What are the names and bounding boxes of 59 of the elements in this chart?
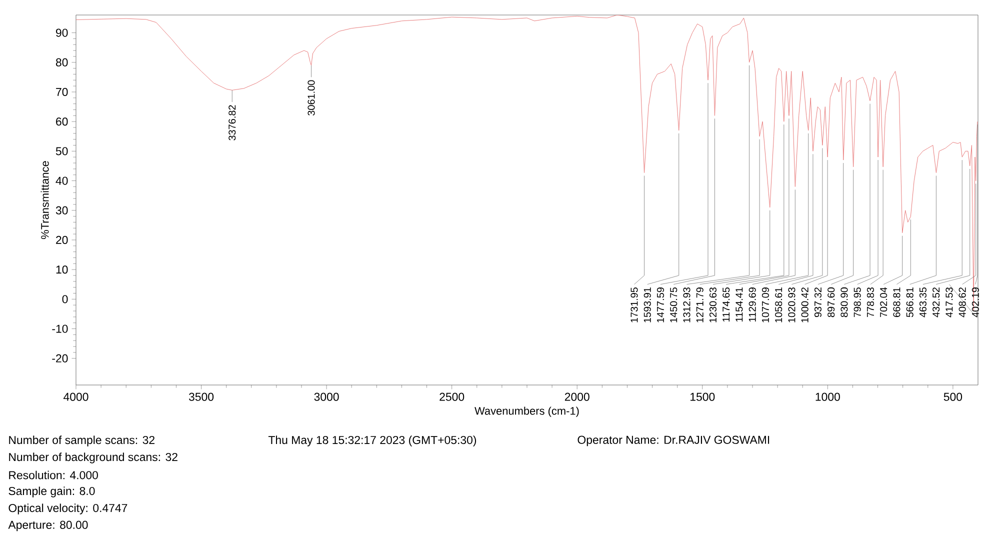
annotation: 3061.00 — [308, 80, 315, 116]
x-tick-label: 500 — [944, 392, 962, 401]
y-tick-label: 20 — [56, 236, 68, 244]
annotation: 1477.59 — [656, 288, 664, 322]
y-tick-label: 30 — [56, 206, 68, 214]
annotation: 798.95 — [854, 287, 861, 317]
y-tick-label: 50 — [56, 147, 68, 156]
annotation: 566.81 — [906, 288, 914, 318]
text: Aperture: 80.00 — [8, 520, 88, 532]
y-tick-label: -10 — [52, 324, 68, 333]
text: Number of sample scans: 32 — [9, 436, 154, 446]
annotation: 1174.65 — [722, 287, 730, 322]
x-tick-label: 2500 — [440, 392, 464, 401]
annotation: 1000.42 — [801, 288, 808, 322]
annotation: 1450.75 — [670, 287, 678, 322]
x-tick-label: 1500 — [690, 392, 715, 401]
x-tick-label: 3500 — [188, 392, 214, 401]
annotation: 1154.41 — [736, 288, 743, 322]
annotation: 1020.93 — [788, 287, 796, 322]
y-tick-label: 70 — [56, 88, 68, 96]
annotation: 1077.09 — [762, 288, 769, 322]
annotation: 402.19 — [972, 288, 979, 318]
y-tick-label: -20 — [52, 354, 68, 362]
annotation: 702.04 — [880, 287, 888, 317]
y-tick-label: 60 — [56, 118, 68, 126]
annotation: 463.35 — [919, 287, 926, 318]
y-tick-label: 10 — [56, 266, 68, 274]
annotation: 408.62 — [958, 288, 966, 318]
text: Resolution: 4.000 — [9, 470, 98, 480]
x-tick-label: 4000 — [64, 392, 88, 401]
x-tick-label: 3000 — [314, 392, 339, 401]
annotation: 417.53 — [946, 287, 953, 318]
y-tick-label: 90 — [56, 28, 68, 37]
x-tick-label: 1000 — [816, 392, 840, 401]
text: Optical velocity: 0.4747 — [8, 504, 128, 514]
y-tick-label: 40 — [56, 176, 68, 185]
annotation: 1271.79 — [696, 288, 704, 322]
annotation: 1312.93 — [683, 287, 690, 322]
annotation: 937.32 — [814, 288, 822, 318]
text: Sample gain: 8.0 — [8, 486, 95, 498]
annotation: 897.60 — [828, 287, 835, 318]
text: Thu May 18 15:32:17 2023 (GMT+05:30) — [268, 436, 476, 446]
text: Number of background scans: 32 — [9, 452, 178, 464]
x-tick-label: 2000 — [564, 392, 590, 401]
annotation: 1129.69 — [748, 288, 756, 322]
annotation: 432.52 — [932, 288, 940, 318]
annotation: 830.90 — [840, 287, 848, 318]
y-tick-label: 0 — [62, 295, 68, 304]
annotation: 778.83 — [866, 287, 874, 317]
annotation: 3376.82 — [228, 105, 236, 140]
annotation: 1593.91 — [644, 288, 651, 322]
y-axis-title: %Transmittance — [40, 161, 49, 239]
annotation: 1058.61 — [775, 288, 782, 322]
annotation: 668.81 — [893, 288, 900, 318]
text: Operator Name: Dr.RAJIV GOSWAMI — [578, 436, 770, 446]
annotation: 1731.95 — [630, 287, 638, 322]
x-axis-title: Wavenumbers (cm-1) — [474, 406, 579, 417]
y-tick-label: 80 — [56, 58, 68, 66]
annotation: 1230.63 — [709, 287, 717, 322]
